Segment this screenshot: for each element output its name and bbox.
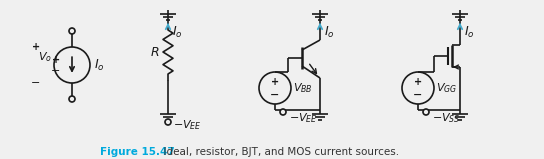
Text: $-V_{EE}$: $-V_{EE}$ — [289, 111, 318, 125]
Text: −: − — [413, 90, 423, 100]
Circle shape — [165, 119, 171, 125]
Circle shape — [423, 109, 429, 115]
Text: $-V_{SS}$: $-V_{SS}$ — [432, 111, 461, 125]
Text: Figure 15.47: Figure 15.47 — [100, 147, 175, 157]
Text: +: + — [52, 55, 60, 65]
Text: $I_o$: $I_o$ — [464, 24, 474, 40]
Text: +: + — [414, 77, 422, 87]
Text: $V_{GG}$: $V_{GG}$ — [436, 81, 458, 95]
Circle shape — [69, 96, 75, 102]
Text: +: + — [32, 42, 40, 52]
Text: $-V_{EE}$: $-V_{EE}$ — [173, 118, 202, 132]
Text: $I_o$: $I_o$ — [324, 24, 335, 40]
Text: $I_o$: $I_o$ — [172, 24, 183, 40]
Text: Ideal, resistor, BJT, and MOS current sources.: Ideal, resistor, BJT, and MOS current so… — [157, 147, 399, 157]
Text: $I_o$: $I_o$ — [94, 57, 104, 73]
Text: $V_o$: $V_o$ — [38, 50, 52, 64]
Text: −: − — [270, 90, 280, 100]
Text: +: + — [271, 77, 279, 87]
Text: $V_{BB}$: $V_{BB}$ — [293, 81, 313, 95]
Text: −: − — [51, 66, 61, 76]
Text: $R$: $R$ — [150, 45, 159, 59]
Circle shape — [280, 109, 286, 115]
Text: −: − — [32, 78, 41, 88]
Circle shape — [69, 28, 75, 34]
